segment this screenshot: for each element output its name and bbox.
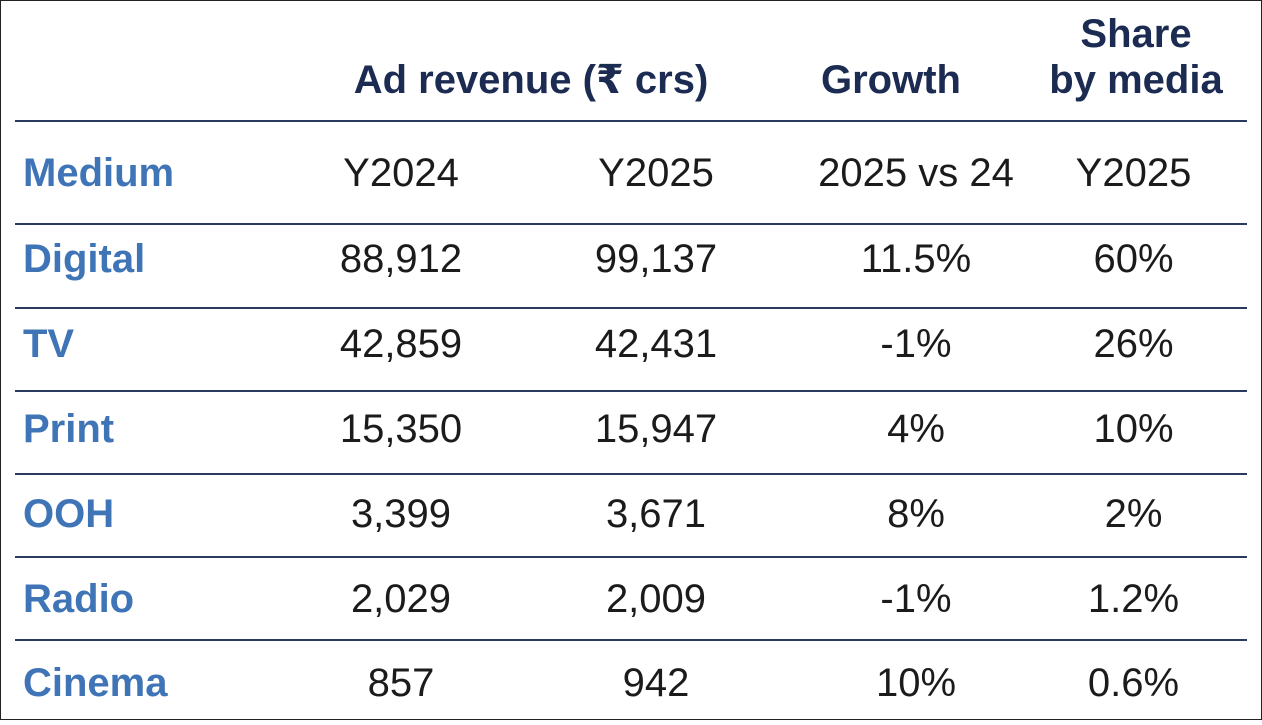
- share-header-line-2: by media: [1049, 58, 1223, 102]
- share-header-line-1: Share: [1080, 12, 1192, 56]
- medium-label: Radio: [23, 576, 135, 621]
- row-divider: [15, 473, 1247, 475]
- table-row-ooh: OOH 3,399 3,671 8% 2%: [1, 472, 1262, 556]
- row-divider: [15, 390, 1247, 392]
- table-row-cinema: Cinema 857 942 10% 0.6%: [1, 641, 1262, 725]
- table-row-radio: Radio 2,029 2,009 -1% 1.2%: [1, 557, 1262, 641]
- medium-label: Print: [23, 406, 115, 451]
- growth-header: Growth: [821, 58, 961, 102]
- medium-label: OOH: [23, 491, 115, 536]
- column-header-share-y2025: Y2025: [1075, 150, 1192, 195]
- y2025-value: 15,947: [594, 406, 718, 451]
- share-value: 10%: [1093, 406, 1174, 451]
- table-row-tv: TV 42,859 42,431 -1% 26%: [1, 302, 1262, 386]
- share-value: 0.6%: [1087, 660, 1180, 705]
- y2025-value: 2,009: [605, 576, 707, 621]
- row-divider: [15, 556, 1247, 558]
- y2024-value: 3,399: [350, 491, 452, 536]
- row-divider: [15, 639, 1247, 641]
- column-header-growth: 2025 vs 24: [818, 150, 1014, 195]
- medium-label: Cinema: [23, 660, 168, 705]
- y2025-value: 42,431: [594, 321, 718, 366]
- column-header-y2025: Y2025: [598, 150, 714, 195]
- share-value: 60%: [1093, 236, 1174, 281]
- y2024-value: 88,912: [339, 236, 463, 281]
- growth-value: 4%: [887, 406, 945, 451]
- table-row-digital: Digital 88,912 99,137 11.5% 60%: [1, 217, 1262, 301]
- share-value: 26%: [1093, 321, 1174, 366]
- y2025-value: 99,137: [594, 236, 718, 281]
- growth-value: 8%: [887, 491, 945, 536]
- growth-value: -1%: [880, 576, 952, 621]
- growth-value: 11.5%: [860, 236, 972, 281]
- share-by-media-header: Share by media: [1021, 11, 1251, 103]
- column-header-row: Medium Y2024 Y2025 2025 vs 24 Y2025: [1, 131, 1262, 215]
- ad-revenue-header: Ad revenue (₹ crs): [353, 58, 709, 102]
- share-value: 2%: [1104, 491, 1163, 536]
- medium-label: Digital: [23, 236, 146, 281]
- y2024-value: 42,859: [339, 321, 463, 366]
- row-divider: [15, 223, 1247, 225]
- y2024-value: 15,350: [339, 406, 463, 451]
- table-row-print: Print 15,350 15,947 4% 10%: [1, 387, 1262, 471]
- growth-value: -1%: [880, 321, 952, 366]
- header-rule: [15, 120, 1247, 122]
- growth-value: 10%: [875, 660, 957, 705]
- column-header-y2024: Y2024: [343, 150, 459, 195]
- row-divider: [15, 307, 1247, 309]
- y2025-value: 942: [622, 660, 690, 705]
- medium-label: TV: [23, 321, 75, 366]
- y2024-value: 857: [367, 660, 435, 705]
- column-header-medium: Medium: [23, 150, 175, 195]
- y2024-value: 2,029: [350, 576, 452, 621]
- y2025-value: 3,671: [605, 491, 707, 536]
- share-value: 1.2%: [1087, 576, 1180, 621]
